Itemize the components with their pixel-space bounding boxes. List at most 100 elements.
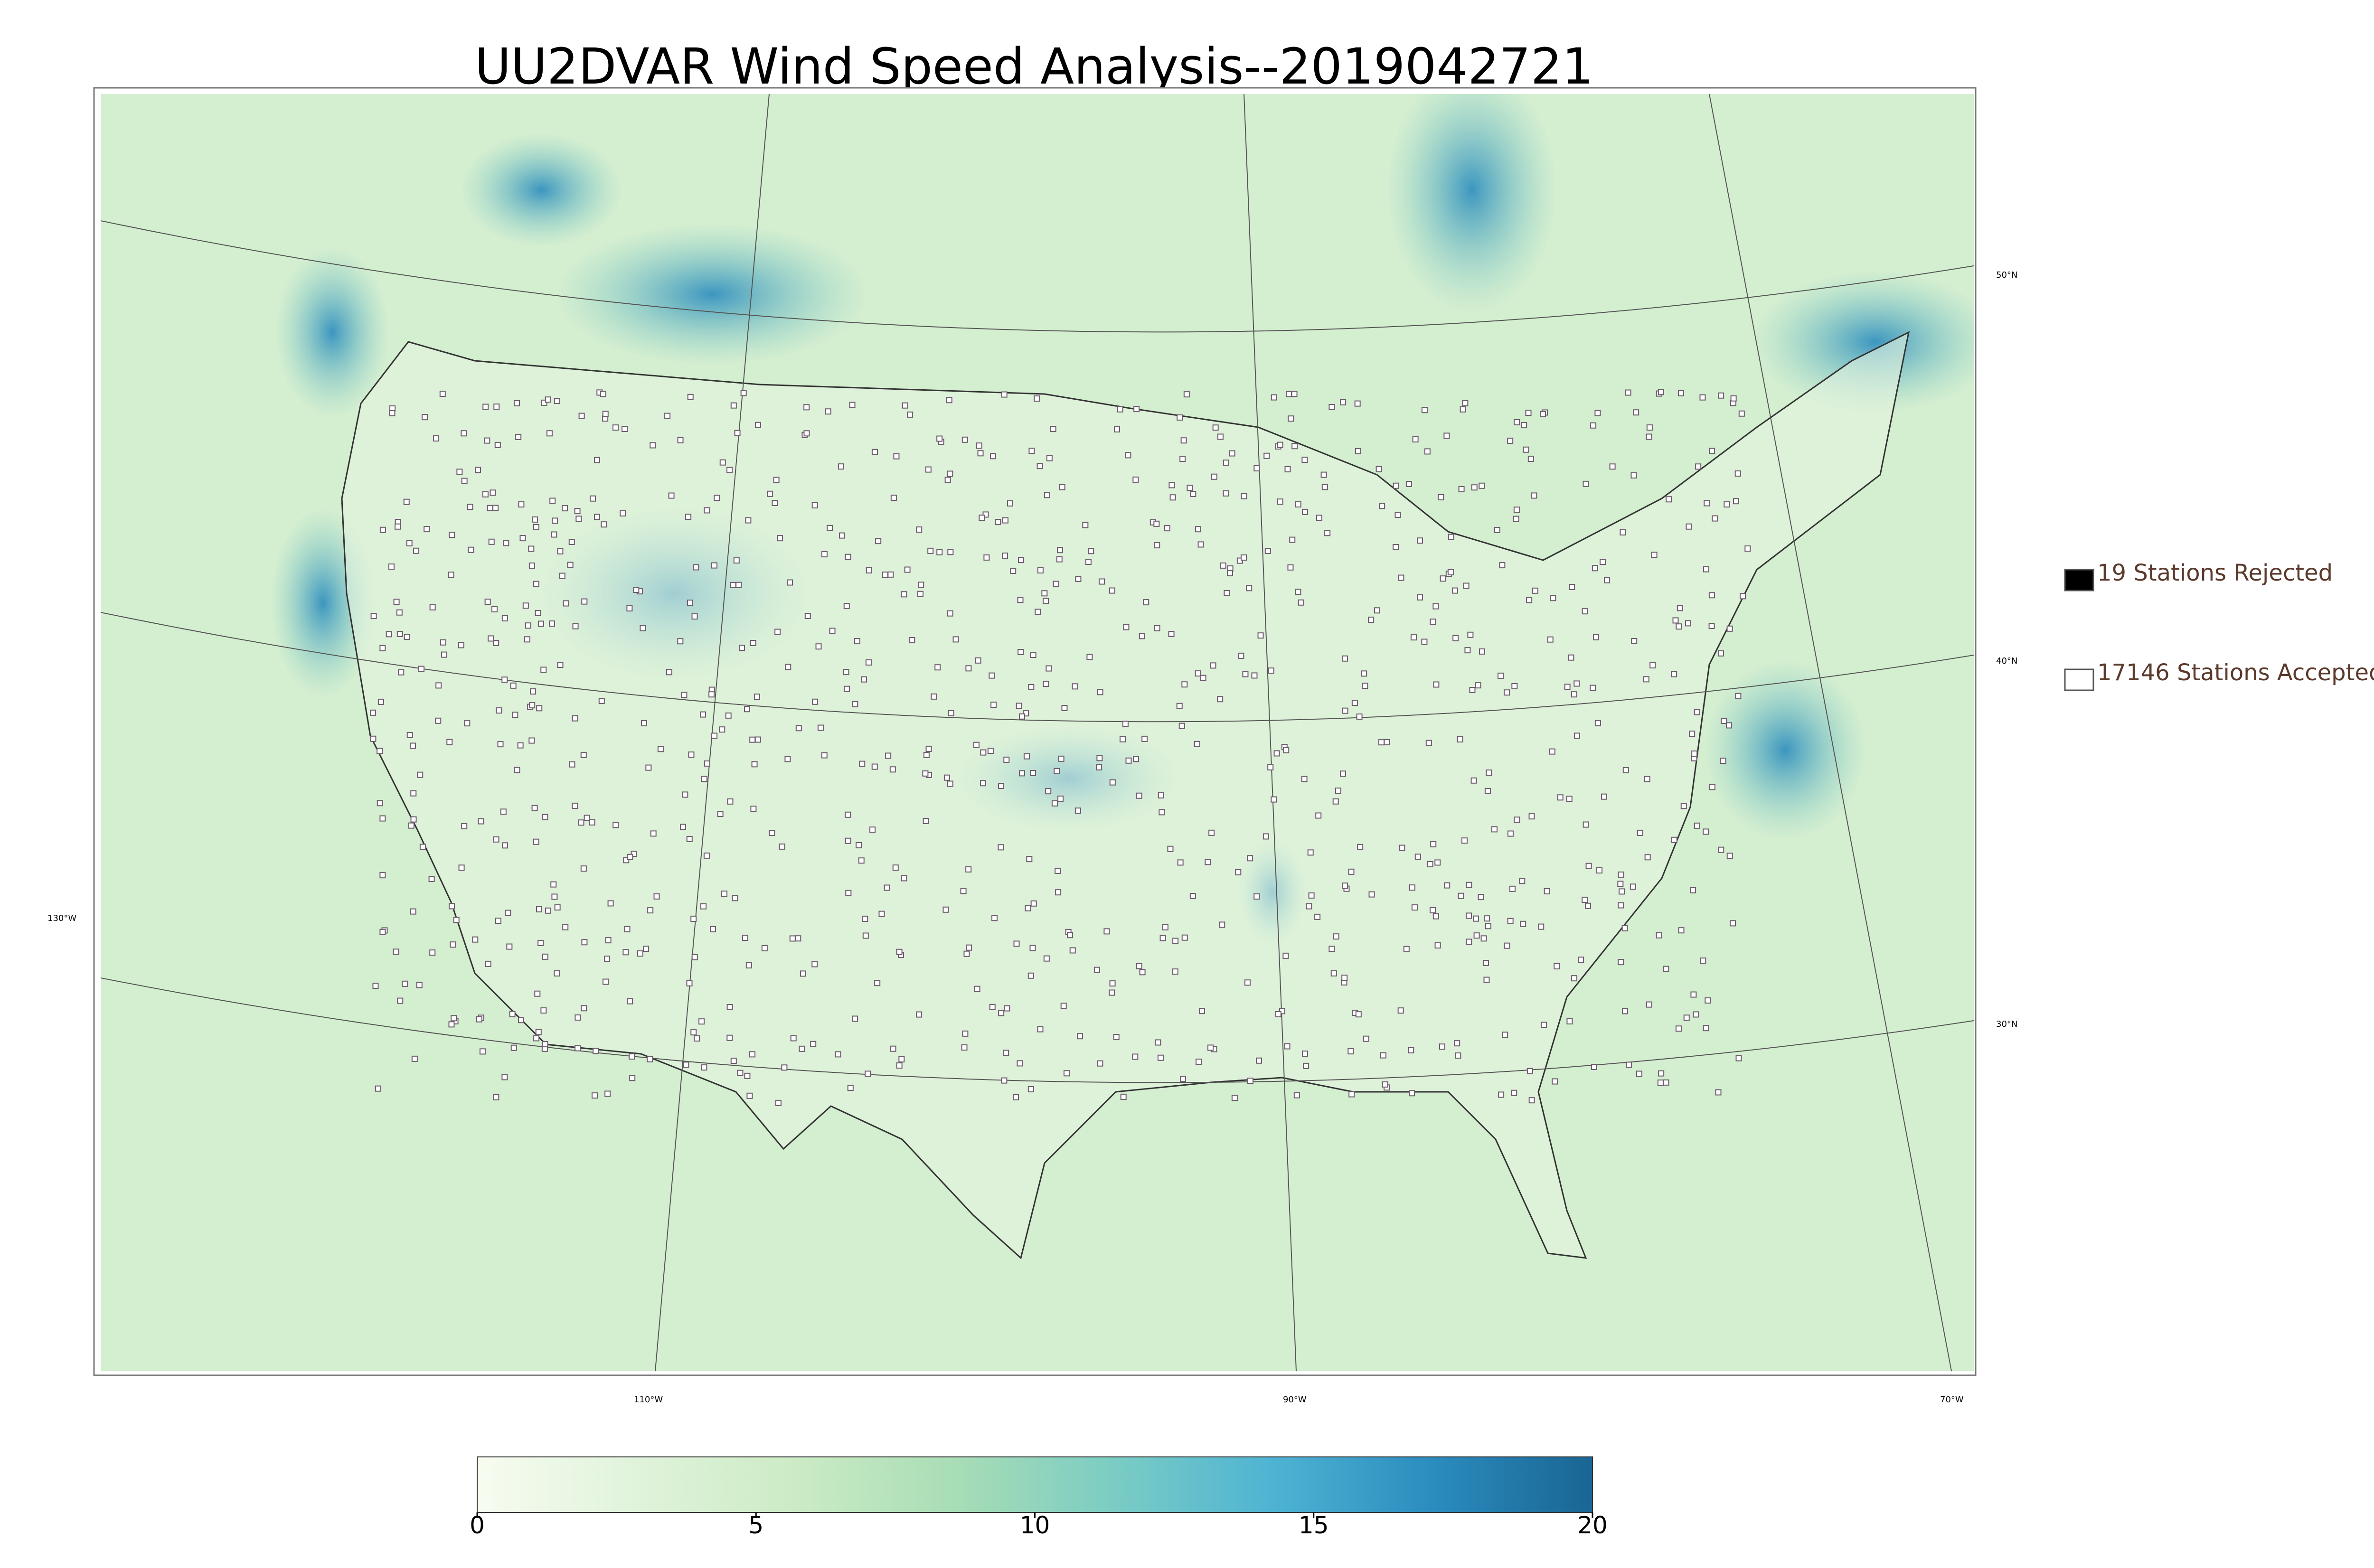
station	[998, 783, 1005, 789]
station	[1154, 625, 1160, 631]
station	[1621, 925, 1628, 931]
station	[1691, 750, 1698, 757]
station	[1219, 921, 1225, 928]
station	[858, 857, 865, 864]
station	[1658, 389, 1664, 395]
station	[476, 1016, 482, 1023]
station	[510, 682, 517, 689]
station	[1291, 391, 1298, 397]
station	[804, 612, 811, 619]
station	[1282, 952, 1289, 959]
station	[1178, 723, 1185, 729]
graticule-labels: 50°N 40°N 30°N 130°W 110°W 90°W 70°W	[47, 270, 2017, 1405]
station	[795, 725, 802, 732]
station	[1058, 755, 1065, 762]
station	[1348, 868, 1355, 875]
station	[464, 720, 471, 727]
colorbar-tick-label: 20	[1577, 1512, 1608, 1539]
station	[594, 514, 601, 520]
station	[1271, 394, 1277, 401]
station	[1342, 883, 1348, 889]
station	[410, 816, 417, 823]
station	[557, 662, 564, 668]
station	[1520, 920, 1526, 927]
station	[1051, 800, 1058, 807]
station	[1211, 473, 1217, 480]
station	[1694, 709, 1700, 715]
station	[730, 582, 736, 588]
station	[1703, 1025, 1709, 1032]
station	[1528, 1097, 1535, 1104]
station	[947, 610, 953, 617]
station	[542, 1041, 548, 1048]
latitude-label: 50°N	[1996, 270, 2017, 280]
station	[1223, 460, 1229, 466]
station	[1618, 959, 1624, 966]
station	[416, 982, 423, 988]
station	[1582, 896, 1588, 903]
station	[740, 390, 747, 396]
station	[1098, 578, 1105, 585]
station	[1473, 915, 1479, 922]
station	[1410, 634, 1417, 641]
station	[408, 822, 415, 829]
station	[871, 763, 878, 770]
station	[456, 469, 463, 475]
station	[1538, 923, 1545, 930]
station	[591, 1092, 598, 1099]
station	[825, 408, 831, 415]
station	[990, 453, 997, 460]
station	[1139, 633, 1145, 639]
station	[490, 489, 496, 496]
station	[1475, 682, 1481, 689]
station	[461, 430, 467, 437]
station	[603, 978, 609, 985]
station	[1630, 472, 1637, 479]
station	[545, 907, 552, 914]
station	[721, 891, 728, 897]
station	[533, 581, 539, 587]
station	[1507, 830, 1514, 837]
station	[690, 915, 697, 922]
station	[1523, 446, 1529, 453]
station	[574, 508, 581, 515]
station	[593, 1048, 599, 1054]
station	[719, 459, 726, 466]
station	[622, 949, 629, 956]
station	[1308, 892, 1315, 899]
station	[517, 742, 524, 749]
station	[497, 741, 504, 748]
station	[852, 701, 858, 707]
station	[966, 944, 972, 951]
station	[410, 908, 416, 915]
station	[952, 636, 959, 643]
station	[1573, 732, 1580, 739]
station	[1609, 463, 1616, 470]
station	[535, 610, 541, 616]
station	[1528, 813, 1535, 820]
station	[874, 980, 881, 986]
station	[1217, 433, 1224, 440]
station	[1301, 776, 1308, 782]
station	[1277, 441, 1283, 448]
station	[528, 545, 535, 552]
station	[925, 745, 932, 752]
station	[811, 502, 818, 508]
station	[1646, 433, 1652, 440]
station	[1444, 882, 1451, 889]
station	[871, 449, 878, 455]
station	[1718, 846, 1724, 853]
station	[1417, 594, 1423, 601]
station	[557, 548, 564, 554]
station	[947, 780, 953, 787]
longitude-label: 110°W	[634, 1395, 663, 1405]
station	[1189, 893, 1196, 900]
station	[1448, 534, 1454, 540]
station	[568, 538, 575, 545]
station	[637, 950, 643, 957]
station	[1408, 1047, 1414, 1053]
station	[1361, 670, 1367, 677]
station	[795, 935, 801, 942]
station	[686, 836, 693, 842]
station	[845, 554, 851, 560]
